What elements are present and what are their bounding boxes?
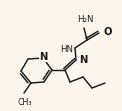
Text: H₂N: H₂N bbox=[77, 15, 93, 24]
Text: CH₃: CH₃ bbox=[18, 98, 32, 107]
Text: N: N bbox=[79, 55, 87, 65]
Text: N: N bbox=[39, 52, 47, 62]
Text: O: O bbox=[103, 27, 112, 37]
Text: HN: HN bbox=[60, 45, 73, 54]
